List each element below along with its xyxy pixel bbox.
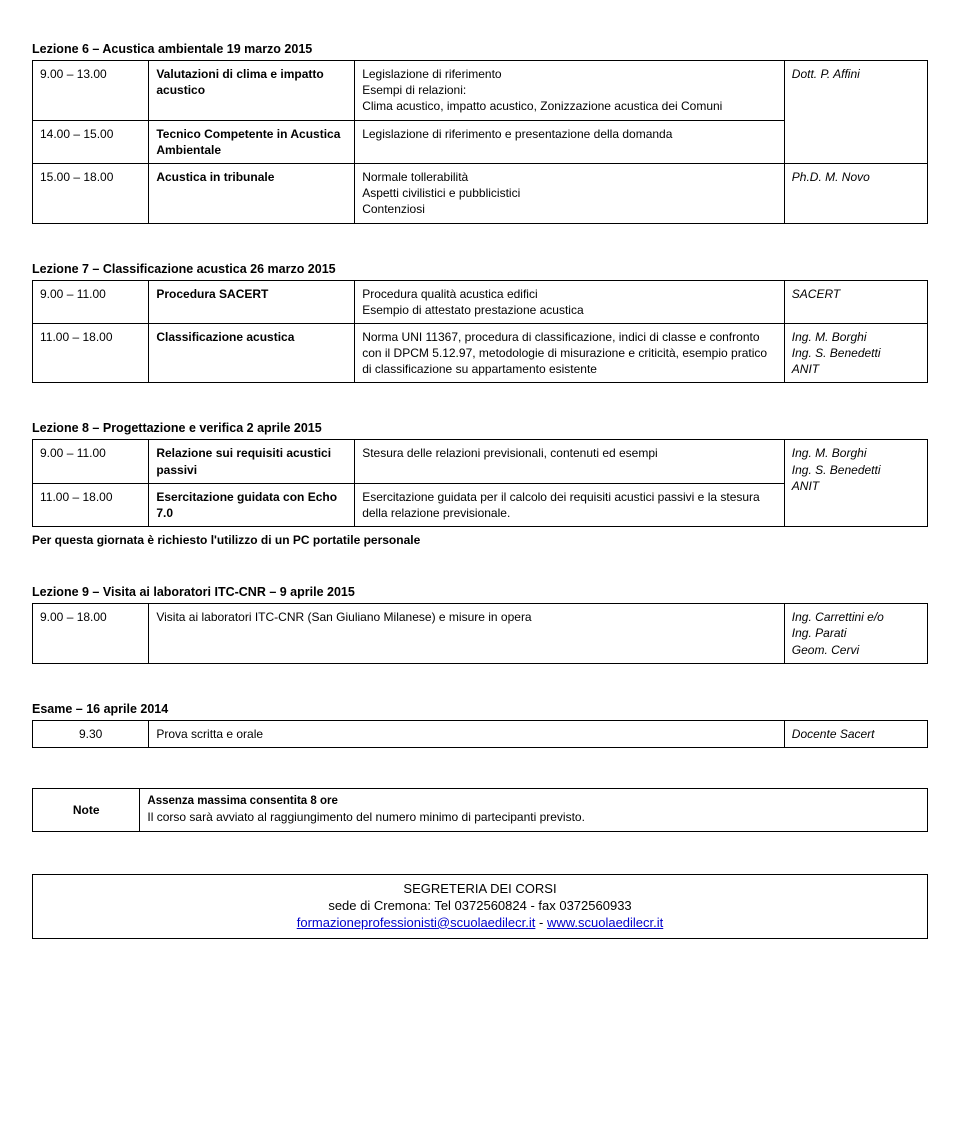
table-row: 9.30 Prova scritta e orale Docente Sacer… (33, 720, 928, 747)
cell-topic: Acustica in tribunale (149, 163, 355, 223)
cell-time: 11.00 – 18.00 (33, 483, 149, 526)
cell-teacher: Ph.D. M. Novo (784, 163, 927, 223)
cell-desc: Norma UNI 11367, procedura di classifica… (355, 323, 785, 383)
cell-topic: Procedura SACERT (149, 280, 355, 323)
lesson8-table: 9.00 – 11.00 Relazione sui requisiti acu… (32, 439, 928, 527)
cell-topic: Esercitazione guidata con Echo 7.0 (149, 483, 355, 526)
cell-time: 9.00 – 11.00 (33, 440, 149, 483)
cell-time: 15.00 – 18.00 (33, 163, 149, 223)
secretariat-title: SEGRETERIA DEI CORSI (41, 881, 919, 896)
exam-title: Esame – 16 aprile 2014 (32, 702, 928, 716)
cell-topic: Tecnico Competente in Acustica Ambiental… (149, 120, 355, 163)
secretariat-email-link[interactable]: formazioneprofessionisti@scuolaedilecr.i… (297, 915, 536, 930)
separator: - (535, 915, 547, 930)
lesson6-title: Lezione 6 – Acustica ambientale 19 marzo… (32, 42, 928, 56)
cell-teacher: Docente Sacert (784, 720, 927, 747)
table-row: 15.00 – 18.00 Acustica in tribunale Norm… (33, 163, 928, 223)
table-row: 11.00 – 18.00 Classificazione acustica N… (33, 323, 928, 383)
note-line1: Assenza massima consentita 8 ore (147, 794, 920, 810)
lesson6-table: 9.00 – 13.00 Valutazioni di clima e impa… (32, 60, 928, 224)
cell-desc: Procedura qualità acustica edificiEsempi… (355, 280, 785, 323)
cell-desc: Visita ai laboratori ITC-CNR (San Giulia… (149, 604, 784, 664)
cell-topic: Valutazioni di clima e impatto acustico (149, 61, 355, 121)
lesson7-table: 9.00 – 11.00 Procedura SACERT Procedura … (32, 280, 928, 384)
table-row: 9.00 – 13.00 Valutazioni di clima e impa… (33, 61, 928, 121)
cell-time: 11.00 – 18.00 (33, 323, 149, 383)
note-table: Note Assenza massima consentita 8 ore Il… (32, 788, 928, 832)
cell-teacher: Ing. M. BorghiIng. S. BenedettiANIT (784, 440, 927, 527)
cell-teacher: Ing. M. BorghiIng. S. BenedettiANIT (784, 323, 927, 383)
cell-desc: Stesura delle relazioni previsionali, co… (355, 440, 785, 483)
table-row: 9.00 – 18.00 Visita ai laboratori ITC-CN… (33, 604, 928, 664)
lesson7-title: Lezione 7 – Classificazione acustica 26 … (32, 262, 928, 276)
exam-table: 9.30 Prova scritta e orale Docente Sacer… (32, 720, 928, 748)
secretariat-url-link[interactable]: www.scuolaedilecr.it (547, 915, 663, 930)
table-row: 9.00 – 11.00 Relazione sui requisiti acu… (33, 440, 928, 483)
cell-time: 9.00 – 18.00 (33, 604, 149, 664)
cell-desc: Normale tollerabilitàAspetti civilistici… (355, 163, 785, 223)
lesson9-table: 9.00 – 18.00 Visita ai laboratori ITC-CN… (32, 603, 928, 664)
cell-teacher: Dott. P. Affini (784, 61, 927, 164)
secretariat: SEGRETERIA DEI CORSI sede di Cremona: Te… (32, 874, 928, 939)
cell-topic: Classificazione acustica (149, 323, 355, 383)
cell-desc: Prova scritta e orale (149, 720, 784, 747)
cell-time: 9.00 – 13.00 (33, 61, 149, 121)
cell-teacher: SACERT (784, 280, 927, 323)
cell-time: 14.00 – 15.00 (33, 120, 149, 163)
lesson9-title: Lezione 9 – Visita ai laboratori ITC-CNR… (32, 585, 928, 599)
note-body: Assenza massima consentita 8 ore Il cors… (140, 788, 928, 831)
secretariat-address: sede di Cremona: Tel 0372560824 - fax 03… (41, 898, 919, 913)
note-line2: Il corso sarà avviato al raggiungimento … (147, 809, 920, 825)
note-label: Note (33, 788, 140, 831)
cell-time: 9.00 – 11.00 (33, 280, 149, 323)
table-row: Note Assenza massima consentita 8 ore Il… (33, 788, 928, 831)
cell-topic: Relazione sui requisiti acustici passivi (149, 440, 355, 483)
cell-teacher: Ing. Carrettini e/oIng. ParatiGeom. Cerv… (784, 604, 927, 664)
lesson8-title: Lezione 8 – Progettazione e verifica 2 a… (32, 421, 928, 435)
lesson8-footnote: Per questa giornata è richiesto l'utiliz… (32, 533, 928, 547)
cell-desc: Legislazione di riferimento e presentazi… (355, 120, 785, 163)
secretariat-contacts: formazioneprofessionisti@scuolaedilecr.i… (41, 915, 919, 930)
table-row: 9.00 – 11.00 Procedura SACERT Procedura … (33, 280, 928, 323)
cell-desc: Esercitazione guidata per il calcolo dei… (355, 483, 785, 526)
cell-desc: Legislazione di riferimentoEsempi di rel… (355, 61, 785, 121)
cell-time: 9.30 (33, 720, 149, 747)
